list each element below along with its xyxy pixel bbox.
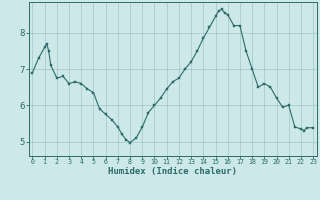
X-axis label: Humidex (Indice chaleur): Humidex (Indice chaleur): [108, 167, 237, 176]
